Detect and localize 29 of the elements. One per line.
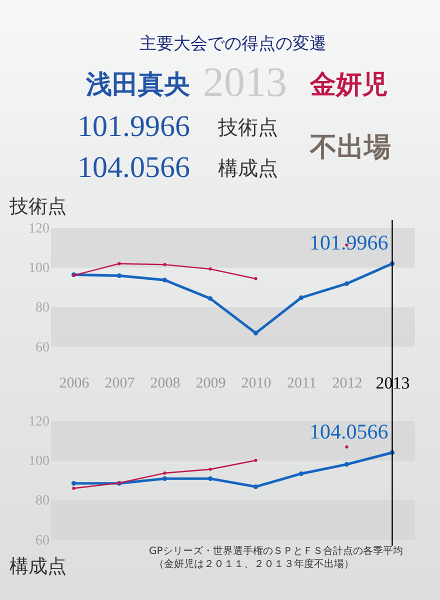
text: 構成点 — [218, 156, 278, 180]
text: 104.0566 — [78, 151, 190, 184]
y-tick-label: 80 — [36, 300, 50, 316]
data-label: 104.0566 — [310, 420, 388, 444]
text: 金妍児 — [310, 70, 388, 100]
y-tick-label: 120 — [28, 222, 50, 236]
x-tick-label: 2010 — [241, 375, 272, 392]
x-tick-label: 2008 — [150, 375, 180, 392]
y-tick-label: 80 — [36, 494, 50, 509]
data-label: 101.9966 — [310, 230, 388, 255]
y-tick-label: 60 — [36, 533, 50, 548]
x-tick-label: 2009 — [196, 375, 226, 392]
y-tick-label: 60 — [36, 340, 50, 356]
text: 不出場 — [310, 132, 391, 163]
y-tick-label: 100 — [28, 261, 50, 276]
text: （金妍児は２０１１、２０１３年度不出場） — [154, 559, 354, 570]
x-tick-label: 2007 — [104, 375, 136, 392]
x-tick-label: 2006 — [59, 375, 90, 392]
text: 主要大会での得点の変遷 — [138, 34, 328, 54]
text: 技術点 — [218, 115, 278, 139]
text: GPシリーズ・世界選手権のＳＰとＦＳ合計点の各季平均 — [149, 546, 403, 557]
x-tick-label: 2012 — [332, 375, 362, 392]
y-axis-title: 構成点 — [10, 555, 67, 578]
y-tick-label: 100 — [28, 454, 50, 470]
text: 浅田真央 — [86, 70, 190, 100]
y-tick-label: 120 — [28, 414, 50, 430]
x-tick-label: 2011 — [287, 375, 316, 392]
text: 101.9966 — [78, 110, 190, 143]
y-axis-title: 技術点 — [8, 196, 67, 218]
